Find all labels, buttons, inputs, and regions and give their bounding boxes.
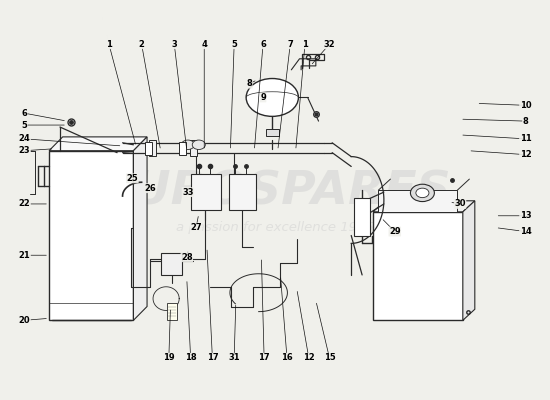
Text: 20: 20 — [19, 316, 30, 325]
Text: 5: 5 — [231, 40, 237, 49]
Text: 22: 22 — [19, 200, 30, 208]
Text: 1: 1 — [302, 40, 308, 49]
Text: 11: 11 — [520, 134, 531, 143]
Text: 4: 4 — [201, 40, 207, 49]
Polygon shape — [378, 190, 458, 212]
Polygon shape — [463, 201, 475, 320]
Circle shape — [192, 140, 205, 150]
Bar — [179, 142, 186, 155]
Bar — [266, 129, 279, 136]
Text: 23: 23 — [19, 146, 30, 155]
Polygon shape — [229, 174, 256, 210]
Bar — [354, 198, 370, 236]
Text: 15: 15 — [323, 353, 336, 362]
Text: 6: 6 — [260, 40, 266, 49]
Polygon shape — [167, 302, 177, 320]
Text: 21: 21 — [19, 251, 30, 260]
Text: 8: 8 — [246, 79, 252, 88]
Text: 17: 17 — [207, 353, 218, 362]
Polygon shape — [49, 137, 147, 151]
Circle shape — [182, 140, 194, 150]
Text: 19: 19 — [163, 353, 175, 362]
Bar — [148, 140, 156, 156]
Bar — [145, 142, 152, 155]
Text: 18: 18 — [185, 353, 196, 362]
Text: 5: 5 — [21, 120, 28, 130]
Text: 27: 27 — [190, 223, 202, 232]
Text: 2: 2 — [139, 40, 145, 49]
Bar — [190, 140, 197, 156]
Polygon shape — [373, 201, 475, 212]
Text: 30: 30 — [454, 200, 466, 208]
Text: 25: 25 — [126, 174, 138, 183]
Polygon shape — [191, 174, 221, 210]
Text: 32: 32 — [323, 40, 336, 49]
Circle shape — [410, 184, 435, 202]
Text: 3: 3 — [172, 40, 177, 49]
Text: 7: 7 — [287, 40, 293, 49]
Text: 29: 29 — [389, 227, 400, 236]
Text: 12: 12 — [303, 353, 315, 362]
Text: 13: 13 — [520, 211, 531, 220]
Polygon shape — [49, 151, 134, 320]
Text: 12: 12 — [520, 150, 531, 159]
Polygon shape — [134, 137, 147, 320]
Polygon shape — [373, 212, 463, 320]
Text: 17: 17 — [258, 353, 270, 362]
Text: 26: 26 — [144, 184, 156, 193]
Text: 28: 28 — [181, 253, 192, 262]
Text: 31: 31 — [228, 353, 240, 362]
Bar — [161, 253, 183, 275]
Text: 14: 14 — [520, 227, 531, 236]
Text: 33: 33 — [182, 188, 194, 197]
Text: 8: 8 — [522, 117, 529, 126]
Text: 24: 24 — [19, 134, 30, 143]
Text: 16: 16 — [281, 353, 293, 362]
Circle shape — [246, 78, 299, 116]
Text: 9: 9 — [260, 93, 266, 102]
Text: 10: 10 — [520, 101, 531, 110]
Circle shape — [416, 188, 429, 198]
Text: 1: 1 — [106, 40, 112, 49]
Text: EUROSPARES: EUROSPARES — [100, 170, 450, 215]
Text: 6: 6 — [21, 109, 28, 118]
Text: a passion for excellence 1985: a passion for excellence 1985 — [176, 221, 374, 234]
